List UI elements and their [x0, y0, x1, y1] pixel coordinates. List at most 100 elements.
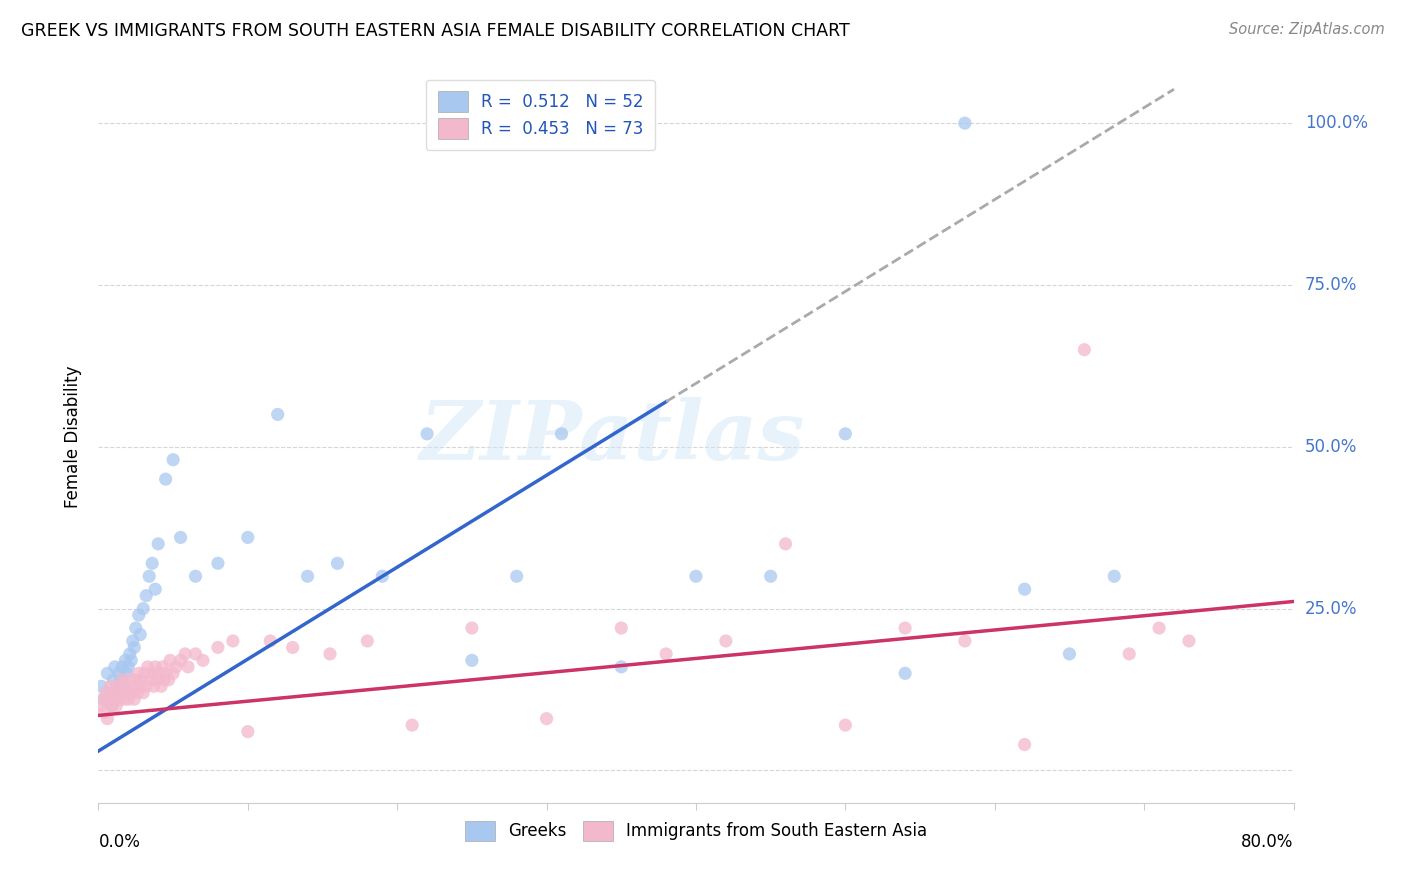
Point	[141, 557, 163, 571]
Point	[157, 673, 180, 687]
Point	[129, 627, 152, 641]
Point	[121, 679, 143, 693]
Point	[97, 692, 120, 706]
Point	[184, 647, 207, 661]
Point	[105, 686, 128, 700]
Point	[98, 679, 122, 693]
Point	[319, 647, 342, 661]
Point	[90, 698, 112, 713]
Point	[132, 686, 155, 700]
Point	[174, 647, 197, 661]
Point	[114, 653, 136, 667]
Point	[259, 634, 281, 648]
Point	[326, 557, 349, 571]
Point	[143, 660, 166, 674]
Point	[107, 679, 129, 693]
Text: ZIPatlas: ZIPatlas	[419, 397, 806, 477]
Point	[1073, 343, 1095, 357]
Point	[159, 653, 181, 667]
Point	[114, 679, 136, 693]
Point	[117, 660, 139, 674]
Point	[141, 666, 163, 681]
Point	[165, 660, 187, 674]
Point	[297, 569, 319, 583]
Point	[93, 692, 115, 706]
Point	[135, 589, 157, 603]
Point	[117, 692, 139, 706]
Point	[1118, 647, 1140, 661]
Point	[134, 666, 156, 681]
Point	[112, 679, 135, 693]
Point	[685, 569, 707, 583]
Point	[125, 673, 148, 687]
Point	[121, 634, 143, 648]
Point	[1014, 582, 1036, 597]
Point	[281, 640, 304, 655]
Point	[131, 673, 153, 687]
Point	[759, 569, 782, 583]
Point	[108, 666, 131, 681]
Point	[1147, 621, 1170, 635]
Point	[118, 647, 141, 661]
Point	[371, 569, 394, 583]
Point	[128, 608, 150, 623]
Point	[148, 666, 170, 681]
Point	[104, 692, 127, 706]
Point	[129, 679, 152, 693]
Point	[834, 718, 856, 732]
Point	[152, 660, 174, 674]
Point	[169, 653, 191, 667]
Text: 25.0%: 25.0%	[1305, 599, 1357, 617]
Point	[112, 692, 135, 706]
Legend: Greeks, Immigrants from South Eastern Asia: Greeks, Immigrants from South Eastern As…	[456, 813, 936, 849]
Point	[1104, 569, 1126, 583]
Point	[356, 634, 378, 648]
Point	[207, 557, 229, 571]
Point	[101, 698, 124, 713]
Point	[191, 653, 214, 667]
Point	[138, 569, 160, 583]
Point	[111, 660, 134, 674]
Point	[94, 686, 117, 700]
Point	[93, 705, 115, 719]
Point	[107, 679, 129, 693]
Point	[236, 530, 259, 544]
Point	[139, 673, 162, 687]
Y-axis label: Female Disability: Female Disability	[65, 366, 83, 508]
Point	[1178, 634, 1201, 648]
Point	[222, 634, 245, 648]
Point	[136, 660, 159, 674]
Point	[125, 621, 148, 635]
Text: 75.0%: 75.0%	[1305, 276, 1357, 294]
Point	[536, 712, 558, 726]
Point	[416, 426, 439, 441]
Point	[145, 673, 167, 687]
Point	[506, 569, 529, 583]
Point	[111, 673, 134, 687]
Point	[150, 679, 173, 693]
Point	[461, 621, 484, 635]
Point	[610, 621, 633, 635]
Point	[610, 660, 633, 674]
Point	[461, 653, 484, 667]
Point	[153, 673, 176, 687]
Point	[155, 472, 177, 486]
Point	[103, 686, 125, 700]
Point	[894, 621, 917, 635]
Point	[655, 647, 678, 661]
Point	[101, 698, 124, 713]
Point	[96, 712, 118, 726]
Point	[110, 673, 132, 687]
Point	[90, 679, 112, 693]
Point	[105, 698, 128, 713]
Text: 100.0%: 100.0%	[1305, 114, 1368, 132]
Point	[207, 640, 229, 655]
Point	[775, 537, 797, 551]
Point	[550, 426, 572, 441]
Point	[120, 686, 142, 700]
Point	[104, 660, 127, 674]
Point	[142, 679, 165, 693]
Point	[155, 666, 177, 681]
Point	[162, 452, 184, 467]
Point	[169, 530, 191, 544]
